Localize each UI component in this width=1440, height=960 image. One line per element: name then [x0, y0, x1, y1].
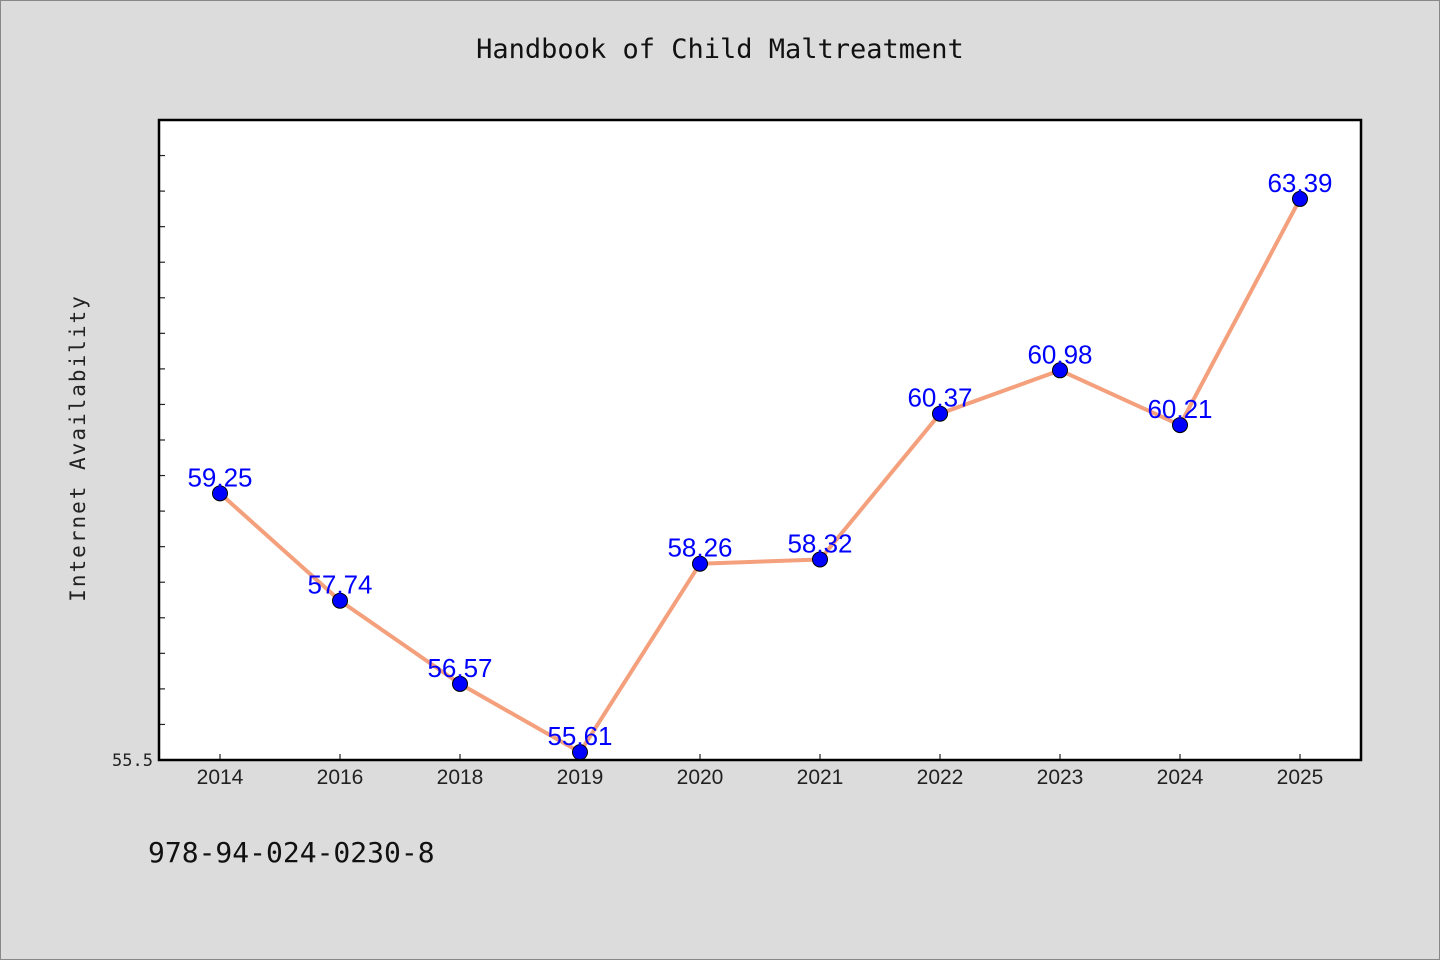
data-label: 55.61 — [547, 721, 612, 751]
data-label: 60.37 — [907, 383, 972, 413]
data-point — [1052, 362, 1068, 379]
x-tick-label: 2023 — [1037, 766, 1084, 789]
data-point — [1172, 417, 1188, 434]
data-label: 63.39 — [1267, 168, 1332, 198]
data-label: 60.98 — [1027, 339, 1092, 369]
data-label: 60.21 — [1147, 394, 1212, 424]
x-tick-label: 2019 — [557, 766, 604, 789]
x-tick-label: 2018 — [437, 766, 484, 789]
series-line — [218, 197, 1302, 755]
data-label: 58.26 — [667, 533, 732, 563]
x-tick-label: 2014 — [197, 766, 244, 789]
data-label: 59.25 — [187, 462, 252, 492]
plot-border — [157, 118, 1363, 762]
x-tick-label: 2022 — [917, 766, 964, 789]
x-tick-label: 2024 — [1157, 766, 1204, 789]
data-point — [932, 405, 948, 422]
data-point — [812, 551, 828, 568]
plot-area — [159, 120, 1361, 760]
data-label: 58.32 — [787, 528, 852, 558]
y-tick-label: 55.5 — [112, 751, 153, 771]
data-label: 57.74 — [307, 570, 372, 600]
chart-title: Handbook of Child Maltreatment — [476, 34, 964, 65]
x-tick-label: 2020 — [677, 766, 724, 789]
data-label: 56.57 — [427, 653, 492, 683]
x-tick-label: 2025 — [1277, 766, 1324, 789]
data-point — [212, 485, 228, 502]
data-point — [692, 555, 708, 572]
data-point — [452, 675, 468, 692]
data-point — [1292, 190, 1308, 207]
isbn-label: 978-94-024-0230-8 — [148, 836, 435, 869]
x-tick-label: 2016 — [317, 766, 364, 789]
x-tick-label: 2021 — [797, 766, 844, 789]
data-point — [332, 592, 348, 609]
